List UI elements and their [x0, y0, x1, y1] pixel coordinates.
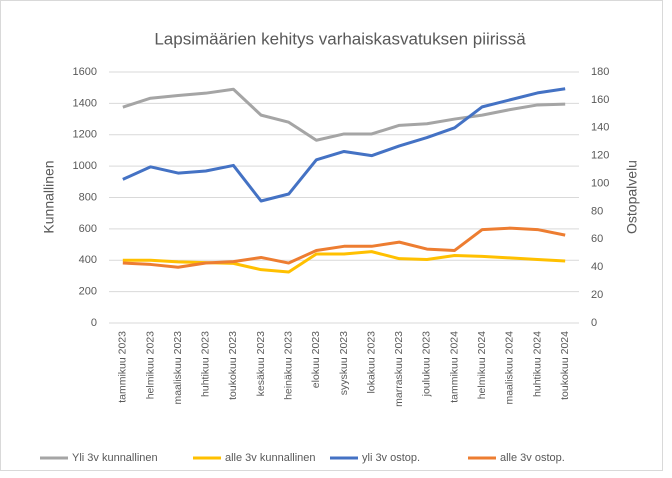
legend-label: alle 3v kunnallinen [225, 452, 316, 464]
y-tick-label: 1400 [73, 97, 97, 109]
series-line [122, 226, 566, 269]
y-tick-label: 800 [79, 191, 97, 203]
x-tick-label: tammikuu 2024 [448, 331, 460, 403]
y2-tick-label: 160 [591, 94, 609, 106]
y-axis-label: Kunnallinen [41, 160, 57, 233]
x-tick-label: helmikuu 2024 [476, 331, 488, 399]
chart-title: Lapsimäärien kehitys varhaiskasvatuksen … [154, 29, 526, 48]
y2-tick-label: 20 [591, 289, 603, 301]
x-tick-label: toukokuu 2023 [227, 331, 239, 400]
y2-axis-label: Ostopalvelu [624, 160, 640, 234]
y2-tick-label: 40 [591, 261, 603, 273]
x-tick-label: kesäkuu 2023 [255, 331, 267, 397]
y-tick-label: 0 [91, 317, 97, 329]
x-tick-label: syyskuu 2023 [338, 331, 350, 395]
x-tick-label: toukokuu 2024 [559, 331, 571, 400]
x-tick-label: huhtikuu 2024 [531, 331, 543, 397]
series-line [122, 250, 566, 274]
chart-border [0, 0, 663, 471]
x-tick-label: joulukuu 2023 [421, 331, 433, 398]
x-tick-label: huhtikuu 2023 [200, 331, 212, 397]
y2-tick-label: 180 [591, 66, 609, 78]
y2-tick-label: 0 [591, 317, 597, 329]
x-tick-label: maaliskuu 2024 [504, 331, 516, 405]
x-tick-label: heinäkuu 2023 [282, 331, 294, 400]
y2-tick-label: 60 [591, 233, 603, 245]
legend-label: Yli 3v kunnallinen [72, 452, 158, 464]
y2-tick-label: 120 [591, 150, 609, 162]
series-line [122, 87, 566, 203]
y-tick-label: 200 [79, 286, 97, 298]
legend-label: alle 3v ostop. [500, 452, 565, 464]
y-tick-label: 1000 [73, 160, 97, 172]
x-tick-label: tammikuu 2023 [117, 331, 129, 403]
y-tick-label: 600 [79, 223, 97, 235]
x-tick-label: marraskuu 2023 [393, 331, 405, 407]
y2-tick-label: 140 [591, 122, 609, 134]
y2-tick-label: 100 [591, 177, 609, 189]
x-tick-label: maaliskuu 2023 [172, 331, 184, 405]
y-tick-label: 1600 [73, 66, 97, 78]
x-tick-label: elokuu 2023 [310, 331, 322, 388]
series-line [122, 87, 566, 142]
y-tick-label: 1200 [73, 129, 97, 141]
legend-label: yli 3v ostop. [362, 452, 420, 464]
y2-tick-label: 80 [591, 205, 603, 217]
x-tick-label: helmikuu 2023 [144, 331, 156, 399]
x-tick-label: lokakuu 2023 [365, 331, 377, 394]
y-tick-label: 400 [79, 254, 97, 266]
